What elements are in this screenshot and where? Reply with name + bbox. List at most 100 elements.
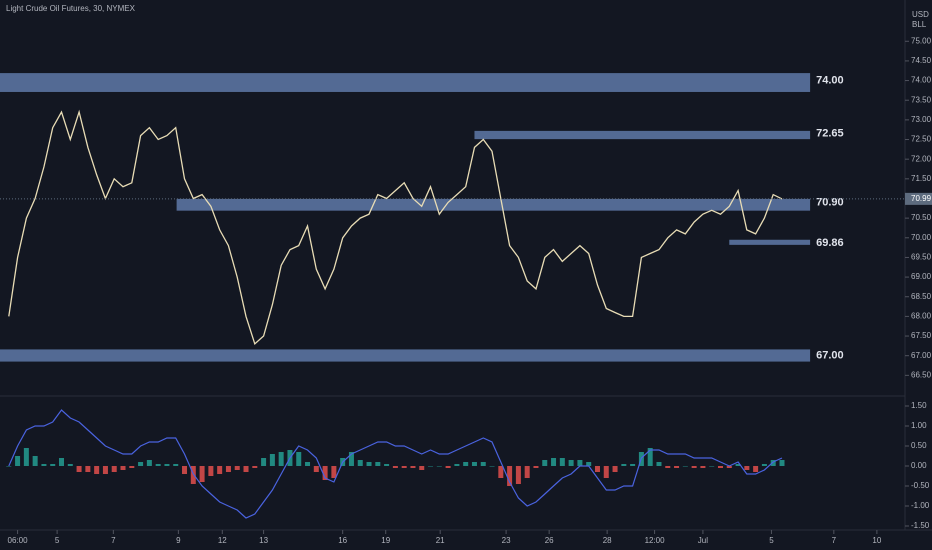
histogram-bar: [419, 466, 425, 470]
histogram-bar: [630, 464, 636, 466]
y-tick-label: -0.50: [911, 481, 930, 490]
y-tick-label: 67.00: [911, 351, 932, 360]
histogram-bar: [594, 466, 600, 472]
histogram-bar: [102, 466, 108, 474]
histogram-bar: [138, 462, 144, 466]
zone-label: 69.86: [816, 237, 844, 249]
y-tick-label: 67.50: [911, 331, 932, 340]
histogram-bar: [612, 466, 618, 472]
y-tick-label: 74.50: [911, 56, 932, 65]
histogram-bar: [94, 466, 100, 474]
zone: [176, 198, 811, 211]
histogram-bar: [357, 460, 363, 466]
last-price-box: [905, 192, 932, 205]
histogram-bar: [182, 466, 188, 474]
histogram-bar: [717, 466, 723, 468]
y-tick-label: 1.50: [911, 401, 927, 410]
histogram-bar: [498, 466, 504, 478]
histogram-bar: [15, 456, 21, 466]
x-tick-label: 13: [259, 536, 268, 545]
histogram-bar: [603, 466, 609, 478]
zone-label: 72.65: [816, 128, 844, 140]
histogram-bar: [559, 458, 565, 466]
histogram-bar: [709, 466, 715, 467]
zone-label: 74.00: [816, 74, 844, 86]
histogram-bar: [348, 452, 354, 466]
histogram-bar: [252, 466, 258, 468]
histogram-bar: [164, 464, 170, 466]
histogram-bar: [173, 464, 179, 466]
histogram-bar: [515, 466, 521, 484]
zone-label: 67.00: [816, 350, 844, 362]
histogram-bar: [41, 464, 47, 466]
histogram-bar: [577, 460, 583, 466]
histogram-bar: [568, 460, 574, 466]
y-tick-label: 68.00: [911, 312, 932, 321]
y-tick-label: 66.50: [911, 370, 932, 379]
x-tick-label: 16: [338, 536, 347, 545]
histogram-bar: [454, 464, 460, 466]
histogram-bar: [770, 460, 776, 466]
histogram-bar: [225, 466, 231, 472]
histogram-bar: [234, 466, 240, 470]
zone: [474, 130, 811, 140]
histogram-bar: [761, 464, 767, 466]
x-tick-label: 12: [218, 536, 227, 545]
histogram-bar: [331, 466, 337, 478]
histogram-bar: [647, 448, 653, 466]
histogram-bar: [542, 460, 548, 466]
histogram-bar: [779, 460, 785, 466]
y-tick-label: 72.00: [911, 154, 932, 163]
histogram-bar: [436, 466, 442, 467]
y-tick-label: 0.50: [911, 441, 927, 450]
chart-title: Light Crude Oil Futures, 30, NYMEX: [6, 4, 136, 13]
price-line: [8, 109, 783, 346]
y-tick-label: -1.50: [911, 521, 930, 530]
histogram-bar: [480, 462, 486, 466]
histogram-bar: [129, 466, 135, 468]
x-tick-label: 19: [381, 536, 390, 545]
histogram-bar: [296, 452, 302, 466]
histogram-bar: [199, 466, 205, 482]
x-tick-label: 10: [872, 536, 881, 545]
histogram-bar: [322, 466, 328, 480]
x-tick-label: 26: [545, 536, 554, 545]
histogram-bar: [674, 466, 680, 468]
histogram-bar: [120, 466, 126, 470]
histogram-bar: [6, 466, 12, 467]
y-tick-label: 72.50: [911, 135, 932, 144]
histogram-bar: [410, 466, 416, 468]
histogram-bar: [208, 466, 214, 476]
histogram-bar: [85, 466, 91, 472]
histogram-bar: [735, 464, 741, 466]
histogram-bar: [50, 464, 56, 466]
histogram-bar: [313, 466, 319, 472]
macd-line: [8, 409, 783, 519]
y-tick-label: 73.50: [911, 95, 932, 104]
y-tick-label: 69.00: [911, 272, 932, 281]
histogram-bar: [700, 466, 706, 468]
y-tick-label: 70.50: [911, 213, 932, 222]
y-tick-label: 0.00: [911, 461, 927, 470]
unit: BLL: [912, 20, 927, 29]
y-tick-label: 1.00: [911, 421, 927, 430]
x-tick-label: Jul: [698, 536, 708, 545]
histogram-bar: [533, 466, 539, 468]
y-tick-label: 69.50: [911, 253, 932, 262]
zone: [729, 239, 811, 245]
x-tick-label: 5: [55, 536, 60, 545]
histogram-bar: [445, 466, 451, 468]
x-tick-label: 7: [111, 536, 116, 545]
histogram-bar: [682, 466, 688, 467]
histogram-bar: [744, 466, 750, 470]
y-tick-label: 75.00: [911, 36, 932, 45]
x-tick-label: 28: [603, 536, 612, 545]
histogram-bar: [489, 466, 495, 467]
histogram-bar: [384, 464, 390, 466]
histogram-bar: [621, 464, 627, 466]
histogram-bar: [59, 458, 65, 466]
histogram-bar: [217, 466, 223, 474]
histogram-bar: [656, 462, 662, 466]
